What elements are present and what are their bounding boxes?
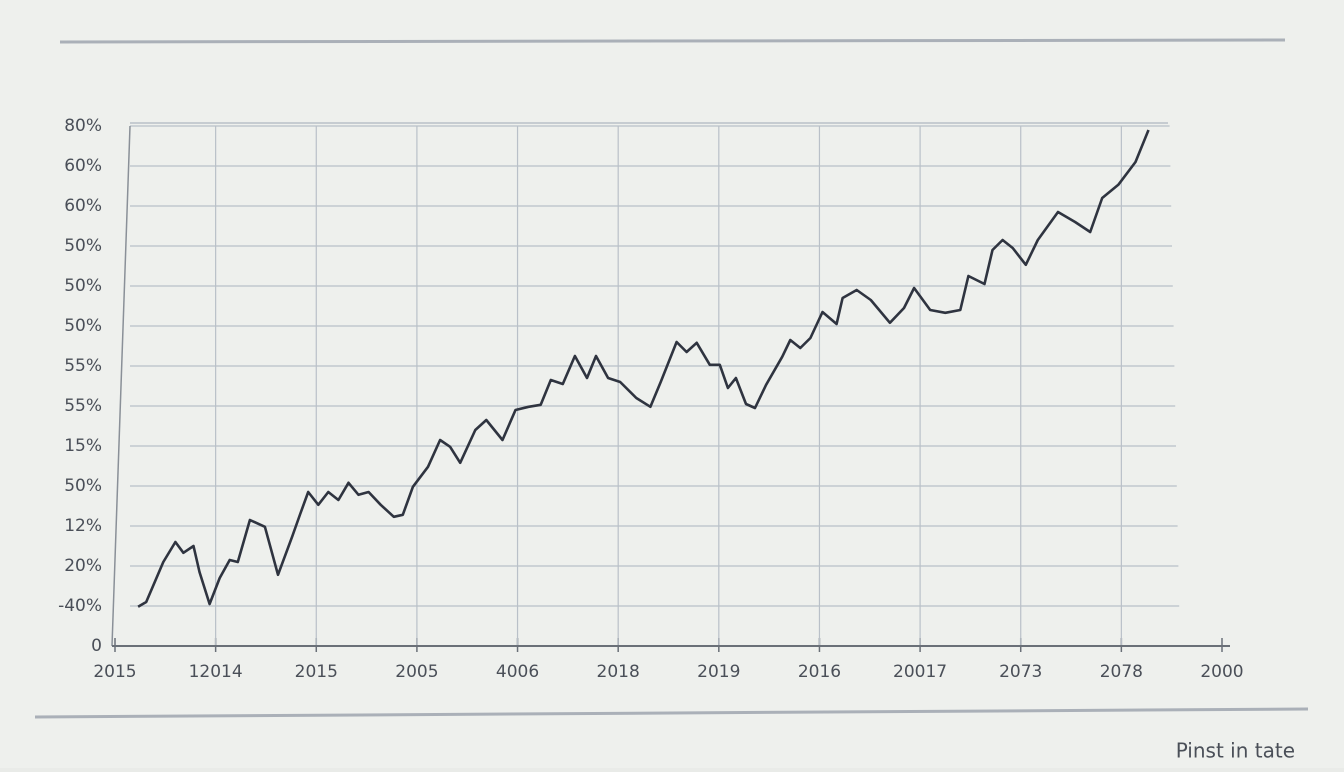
x-tick-label: 2018 xyxy=(597,662,640,682)
y-tick-label: 12% xyxy=(64,516,102,536)
y-tick-label: 50% xyxy=(64,236,102,256)
y-tick-label: 55% xyxy=(64,356,102,376)
y-tick-label: 15% xyxy=(64,436,102,456)
x-tick-label: 2078 xyxy=(1100,662,1143,682)
y-tick-label: -40% xyxy=(58,596,102,616)
x-tick-label: 2000 xyxy=(1200,662,1243,682)
x-tick-label: 2005 xyxy=(395,662,438,682)
x-tick-label: 12014 xyxy=(189,662,243,682)
x-tick-label: 4006 xyxy=(496,662,539,682)
y-axis xyxy=(111,125,131,647)
x-tick-label: 20017 xyxy=(893,662,947,682)
annotation: Pinst in tate xyxy=(1176,739,1295,763)
data-line xyxy=(137,129,1150,608)
x-tick-label: 2015 xyxy=(295,662,338,682)
y-tick-label: 60% xyxy=(64,196,102,216)
x-tick-label: 2019 xyxy=(697,662,740,682)
top-rule xyxy=(59,38,1286,44)
y-tick-label: 80% xyxy=(64,116,102,136)
y-tick-label: 50% xyxy=(64,476,102,496)
bottom-rule xyxy=(34,707,1309,719)
x-tick-label: 2073 xyxy=(999,662,1042,682)
y-tick-label: 20% xyxy=(64,556,102,576)
y-tick-label: 60% xyxy=(64,156,102,176)
x-tick-label: 2015 xyxy=(93,662,136,682)
y-tick-label: 0 xyxy=(91,636,102,656)
x-tick-label: 2016 xyxy=(798,662,841,682)
y-tick-label: 55% xyxy=(64,396,102,416)
y-tick-label: 50% xyxy=(64,276,102,296)
y-tick-label: 50% xyxy=(64,316,102,336)
